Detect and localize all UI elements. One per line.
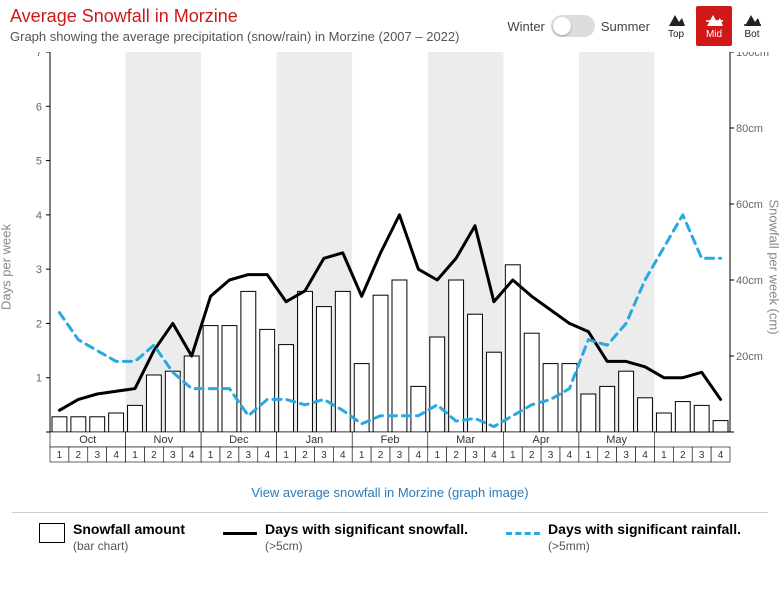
svg-text:4: 4 xyxy=(340,450,346,461)
chart-subtitle: Graph showing the average precipitation … xyxy=(10,29,507,44)
elevation-button-top[interactable]: Top xyxy=(658,6,694,46)
svg-text:5: 5 xyxy=(36,156,42,168)
svg-text:2: 2 xyxy=(302,450,308,461)
svg-text:3: 3 xyxy=(36,264,42,276)
svg-text:3: 3 xyxy=(246,450,252,461)
season-toggle-wrap: Winter Summer xyxy=(507,15,650,37)
bar-swatch-icon xyxy=(39,523,65,543)
svg-text:4: 4 xyxy=(264,450,270,461)
legend-bar-sub: (bar chart) xyxy=(73,539,185,553)
elevation-button-mid[interactable]: Mid xyxy=(696,6,732,46)
svg-text:Dec: Dec xyxy=(229,434,249,446)
title-block: Average Snowfall in Morzine Graph showin… xyxy=(10,6,507,44)
svg-text:3: 3 xyxy=(623,450,629,461)
svg-text:1: 1 xyxy=(434,450,440,461)
svg-text:4: 4 xyxy=(189,450,195,461)
toggle-label-summer: Summer xyxy=(601,19,650,34)
svg-text:Jan: Jan xyxy=(306,434,324,446)
chart-svg: 1 2 3 4 5 6 7 20cm 40cm 60cm 80cm 100cm Oct Nov Dec Jan… xyxy=(10,52,770,482)
svg-text:2: 2 xyxy=(151,450,157,461)
svg-text:4: 4 xyxy=(416,450,422,461)
controls: Winter Summer TopMidBot xyxy=(507,6,770,46)
view-graph-image-link[interactable]: View average snowfall in Morzine (graph … xyxy=(251,485,528,500)
legend-bar-title: Snowfall amount xyxy=(73,521,185,537)
svg-text:7: 7 xyxy=(36,52,42,59)
dashed-line-icon xyxy=(506,532,540,535)
svg-text:3: 3 xyxy=(321,450,327,461)
svg-text:2: 2 xyxy=(76,450,82,461)
svg-text:Nov: Nov xyxy=(154,434,174,446)
svg-text:1: 1 xyxy=(359,450,365,461)
separator xyxy=(12,512,768,513)
svg-text:3: 3 xyxy=(472,450,478,461)
svg-text:1: 1 xyxy=(57,450,63,461)
svg-text:4: 4 xyxy=(113,450,119,461)
elevation-button-bot[interactable]: Bot xyxy=(734,6,770,46)
svg-text:3: 3 xyxy=(170,450,176,461)
svg-text:4: 4 xyxy=(567,450,573,461)
svg-text:1: 1 xyxy=(661,450,667,461)
svg-text:4: 4 xyxy=(36,210,42,222)
legend-item-bar: Snowfall amount (bar chart) xyxy=(39,521,185,553)
svg-text:2: 2 xyxy=(680,450,686,461)
legend-rain-sub: (>5mm) xyxy=(548,539,741,553)
graph-link-row: View average snowfall in Morzine (graph … xyxy=(0,484,780,502)
chart-title: Average Snowfall in Morzine xyxy=(10,6,507,27)
svg-text:1: 1 xyxy=(510,450,516,461)
svg-text:2: 2 xyxy=(604,450,610,461)
svg-text:2: 2 xyxy=(453,450,459,461)
y-axis-left-label: Days per week xyxy=(0,224,14,310)
svg-text:4: 4 xyxy=(491,450,497,461)
chart: Days per week Snowfall per week (cm) 123… xyxy=(10,52,770,482)
svg-text:6: 6 xyxy=(36,101,42,113)
svg-text:Feb: Feb xyxy=(381,434,400,446)
svg-text:1: 1 xyxy=(36,373,42,385)
legend-snow-title: Days with significant snowfall. xyxy=(265,521,468,537)
svg-text:4: 4 xyxy=(718,450,724,461)
season-toggle[interactable] xyxy=(551,15,595,37)
svg-text:100cm: 100cm xyxy=(736,52,769,59)
svg-text:May: May xyxy=(606,434,627,446)
svg-text:3: 3 xyxy=(94,450,100,461)
svg-text:Mar: Mar xyxy=(456,434,475,446)
svg-text:2: 2 xyxy=(378,450,384,461)
svg-text:3: 3 xyxy=(397,450,403,461)
legend-snow-sub: (>5cm) xyxy=(265,539,468,553)
svg-text:Apr: Apr xyxy=(533,434,550,446)
svg-text:3: 3 xyxy=(548,450,554,461)
svg-text:60cm: 60cm xyxy=(736,199,763,211)
svg-text:1: 1 xyxy=(208,450,214,461)
svg-text:Oct: Oct xyxy=(79,434,96,446)
legend: Snowfall amount (bar chart) Days with si… xyxy=(0,521,780,553)
svg-text:1: 1 xyxy=(283,450,289,461)
svg-text:4: 4 xyxy=(642,450,648,461)
solid-line-icon xyxy=(223,532,257,535)
legend-rain-title: Days with significant rainfall. xyxy=(548,521,741,537)
svg-text:80cm: 80cm xyxy=(736,123,763,135)
y-axis-right-label: Snowfall per week (cm) xyxy=(767,199,780,334)
svg-text:1: 1 xyxy=(132,450,138,461)
legend-item-rain: Days with significant rainfall. (>5mm) xyxy=(506,521,741,553)
legend-item-snow: Days with significant snowfall. (>5cm) xyxy=(223,521,468,553)
toggle-label-winter: Winter xyxy=(507,19,545,34)
svg-text:2: 2 xyxy=(36,318,42,330)
header: Average Snowfall in Morzine Graph showin… xyxy=(0,0,780,48)
svg-text:2: 2 xyxy=(529,450,535,461)
svg-text:2: 2 xyxy=(227,450,233,461)
svg-text:20cm: 20cm xyxy=(736,351,763,363)
elevation-buttons: TopMidBot xyxy=(658,6,770,46)
svg-text:3: 3 xyxy=(699,450,705,461)
svg-text:1: 1 xyxy=(586,450,592,461)
svg-text:40cm: 40cm xyxy=(736,275,763,287)
